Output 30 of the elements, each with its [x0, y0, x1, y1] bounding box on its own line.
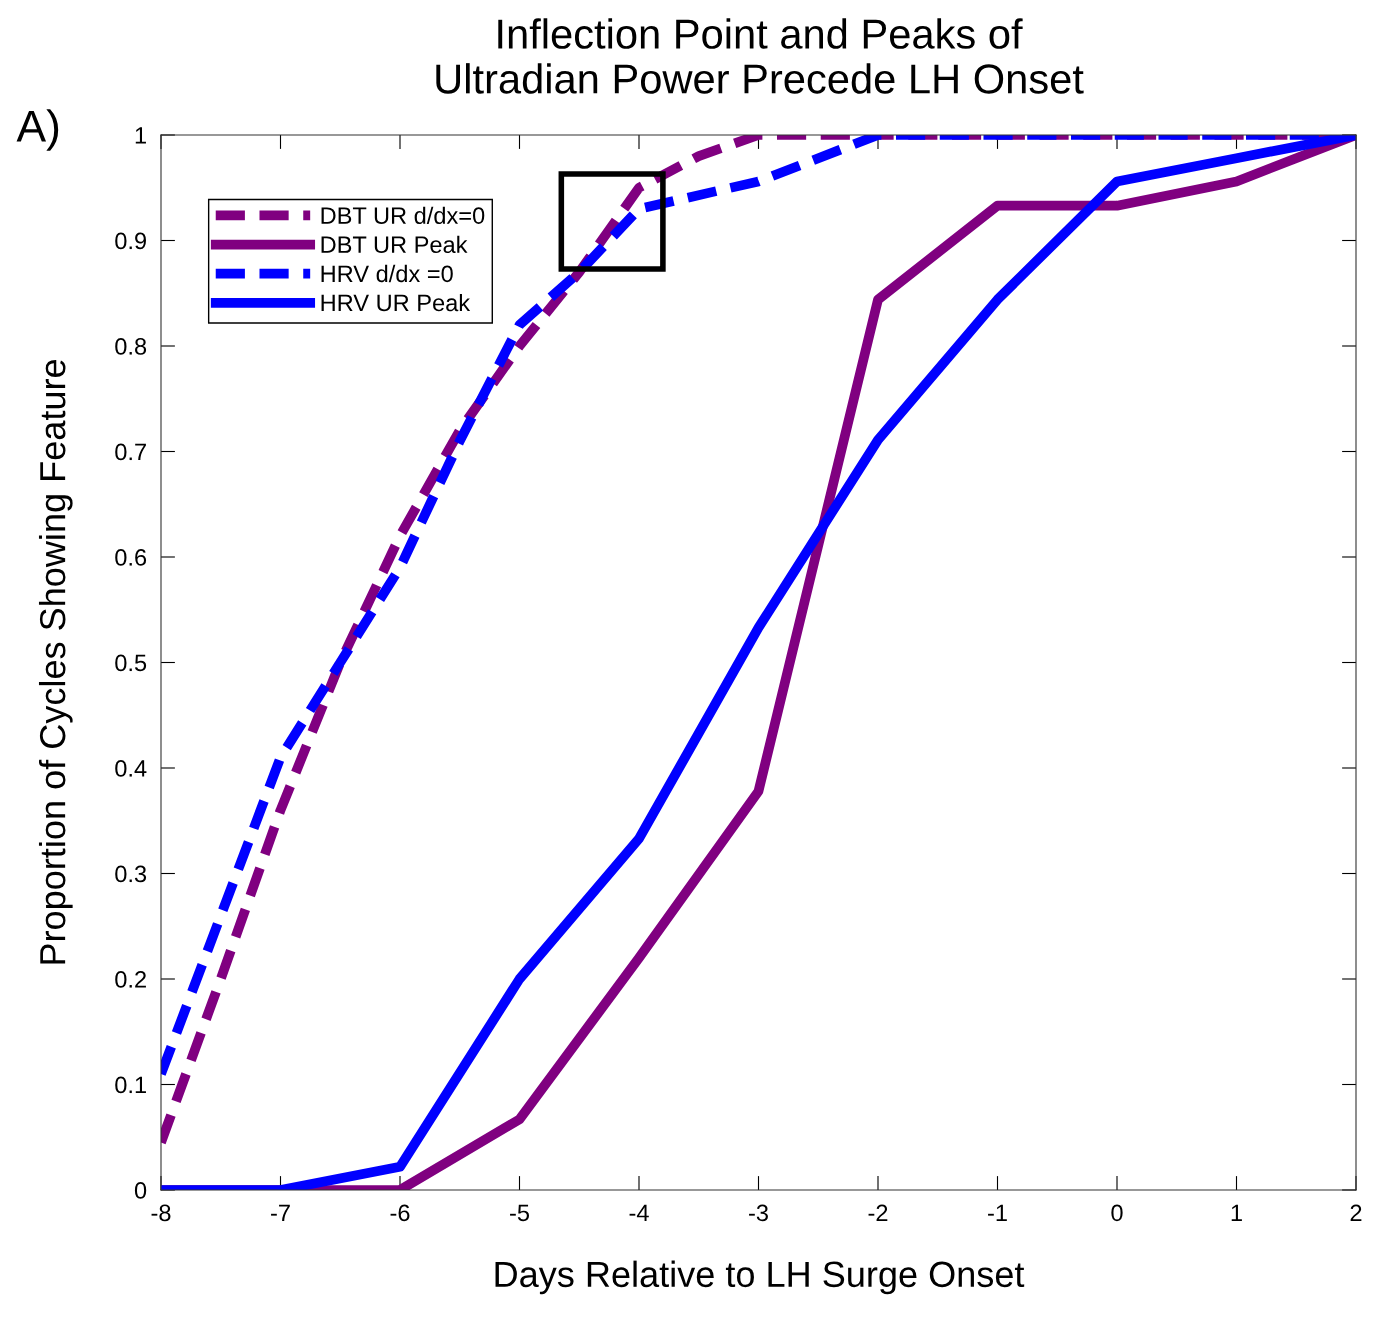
y-axis-title: Proportion of Cycles Showing Feature	[38, 360, 73, 964]
y-tick-label: 0.3	[115, 865, 147, 883]
y-tick-label: 0.6	[115, 549, 147, 566]
x-tick-label: -3	[749, 1204, 768, 1222]
legend-label: DBT UR Peak	[321, 235, 468, 254]
x-tick-label: 2	[1350, 1204, 1362, 1221]
y-tick-label: 0.2	[115, 971, 146, 988]
legend-label: HRV d/dx =0	[321, 264, 453, 283]
x-axis-title: Days Relative to LH Surge Onset	[495, 1260, 1025, 1295]
chart-title: Inflection Point and Peaks of Ultradian Power Precede LH Onset	[436, 18, 1084, 94]
text: A)	[16, 109, 59, 151]
y-tick-label: 0.1	[115, 1076, 146, 1094]
x-tick-label: -6	[390, 1204, 410, 1222]
x-tick-label: 1	[1231, 1204, 1242, 1221]
legend-label: HRV UR Peak	[321, 293, 471, 312]
x-tick-label: -5	[510, 1204, 530, 1222]
y-tick-label: 0.4	[115, 760, 147, 777]
x-tick-label: -2	[868, 1204, 888, 1221]
x-tick-label: -8	[151, 1204, 171, 1222]
legend-label: DBT UR d/dx=0	[321, 206, 485, 224]
y-tick-label: 0.7	[115, 443, 146, 461]
y-tick-label: 1	[135, 127, 146, 144]
x-tick-label: -4	[629, 1204, 649, 1221]
y-tick-label: 0.9	[115, 232, 146, 250]
x-tick-label: -1	[988, 1204, 1007, 1221]
x-tick-label: 0	[1111, 1204, 1123, 1222]
y-tick-label: 0	[134, 1182, 147, 1199]
y-tick-label: 0.5	[115, 654, 147, 672]
x-tick-label: -7	[271, 1204, 290, 1221]
y-tick-label: 0.8	[115, 338, 147, 355]
